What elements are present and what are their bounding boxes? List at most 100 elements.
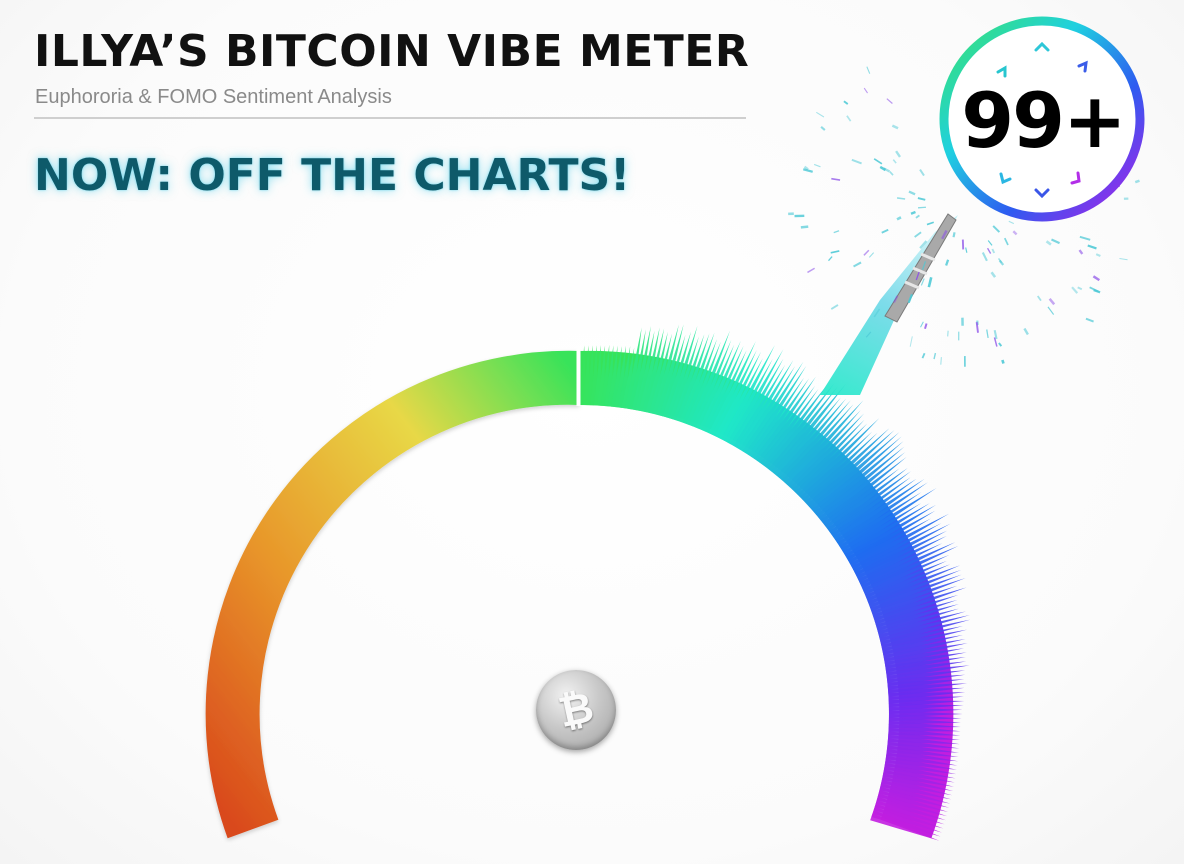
spike [885, 752, 958, 766]
spike [748, 377, 805, 459]
spike [876, 793, 948, 817]
spike [628, 329, 646, 411]
spike [638, 327, 660, 413]
spike [768, 386, 839, 474]
splash-particle [921, 352, 926, 359]
splash-particle [997, 257, 1003, 264]
spike [882, 769, 954, 787]
splash-particle [1087, 244, 1097, 250]
spike [792, 419, 865, 495]
splash-particle [1134, 179, 1140, 184]
splash-particle [1001, 359, 1005, 364]
splash-particle [889, 171, 894, 176]
spike [672, 334, 705, 422]
splash-particle [908, 190, 916, 196]
splash-particle [946, 330, 949, 337]
badge-chevron-icons [996, 41, 1088, 199]
spike [873, 803, 944, 829]
spike [717, 357, 763, 441]
splash-particle [846, 115, 852, 122]
splash-particle [992, 225, 1001, 233]
splash-particle [909, 336, 913, 347]
spike [721, 345, 775, 443]
spike [816, 446, 905, 521]
spike [884, 759, 957, 775]
spike [756, 385, 816, 465]
spike [642, 328, 665, 413]
spike [781, 404, 854, 485]
splash-particle [993, 337, 998, 347]
splash-particle [1045, 240, 1052, 246]
page-title: ILLYA’S BITCOIN VIBE METER [34, 26, 750, 77]
splash-particle [1078, 249, 1084, 255]
spike [811, 436, 902, 515]
spike [682, 338, 718, 426]
spike [820, 457, 907, 526]
splash-particle [933, 352, 937, 360]
splash-particle [816, 111, 825, 118]
spike [698, 340, 741, 432]
splash-particle [896, 216, 902, 221]
spike [871, 809, 941, 837]
splash-particle [866, 66, 871, 74]
splash-particle [831, 177, 841, 181]
gauge-needle [884, 213, 957, 323]
spike [679, 332, 715, 424]
page-subtitle: Euphororia & FOMO Sentiment Analysis [35, 86, 392, 108]
splash-particle [907, 293, 913, 304]
spike [692, 339, 732, 429]
spike [773, 397, 841, 478]
splash-particle [981, 252, 988, 262]
splash-particle [895, 150, 901, 158]
spike [689, 330, 730, 428]
spike [779, 400, 851, 483]
spike [708, 341, 756, 437]
splash-particle [863, 249, 870, 256]
spike [742, 361, 804, 456]
spike [711, 349, 757, 438]
splash-particle [1092, 275, 1101, 282]
spike [885, 755, 957, 770]
splash-particle [986, 329, 989, 339]
spike [872, 806, 943, 833]
splash-particle [1085, 317, 1094, 323]
splash-particle [830, 250, 840, 254]
splash-particle [915, 214, 920, 219]
splash-particle [919, 168, 925, 177]
spike [714, 351, 762, 440]
splash-particle [965, 247, 968, 253]
spike [799, 431, 873, 502]
spike [621, 347, 635, 409]
spike [886, 748, 959, 762]
spike [824, 467, 908, 532]
spike [881, 776, 953, 796]
splash-particle [990, 271, 997, 278]
spike [762, 384, 828, 470]
splash-particle [803, 165, 809, 171]
spike [745, 365, 807, 457]
splash-particle [1071, 286, 1079, 294]
spike [733, 364, 786, 450]
splash-particle [863, 87, 868, 94]
spike [730, 358, 784, 448]
splash-particle [1036, 295, 1042, 302]
spike [736, 360, 794, 452]
splash-particle [893, 295, 899, 303]
splash-particle [896, 197, 906, 200]
spike [886, 745, 959, 758]
splash-particle [830, 304, 839, 310]
spike [635, 330, 655, 412]
spike [786, 410, 861, 490]
splash-particle [853, 261, 862, 268]
splash-particle [952, 232, 956, 238]
splash-particle [873, 308, 881, 318]
splash-particle [865, 331, 872, 338]
splash-particle [886, 98, 893, 104]
spike [878, 786, 950, 808]
spike [695, 344, 735, 431]
splash-particle [892, 159, 897, 164]
splash-particle [1047, 306, 1055, 315]
splash-particle [873, 158, 883, 165]
splash-particle [813, 163, 821, 168]
gauge-arc-left [205, 350, 581, 839]
